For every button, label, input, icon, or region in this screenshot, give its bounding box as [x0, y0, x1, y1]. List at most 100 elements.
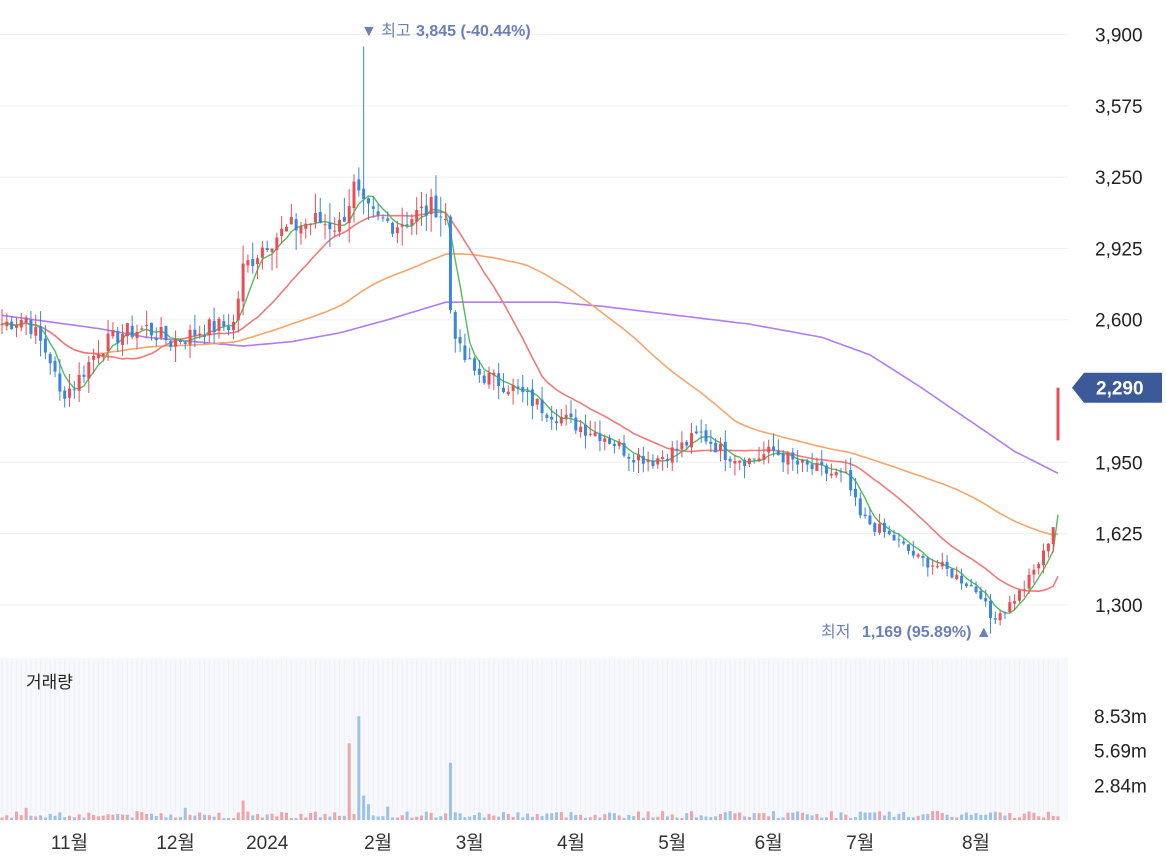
volume-bar: [14, 811, 18, 820]
candle-body: [125, 323, 129, 337]
candle-body: [395, 227, 399, 234]
candle-body: [39, 326, 43, 341]
volume-bar: [800, 812, 804, 820]
volume-bar: [796, 811, 800, 820]
candle-body: [188, 329, 192, 345]
volume-bar: [299, 813, 303, 820]
volume-bar: [825, 817, 829, 820]
volume-bar: [24, 807, 28, 820]
candle-body: [497, 373, 501, 386]
volume-bar: [699, 815, 703, 820]
candle-body: [1037, 563, 1041, 569]
candle-body: [805, 460, 809, 465]
candle-body: [400, 224, 404, 227]
candle-body: [434, 195, 438, 218]
candle-body: [636, 454, 640, 461]
volume-bar: [791, 812, 795, 820]
time-tick-label: 2월: [364, 832, 392, 854]
candle-body: [207, 319, 211, 335]
volume-bar: [468, 816, 472, 820]
candle-body: [203, 334, 207, 337]
candle-body: [260, 247, 264, 258]
candle-body: [873, 523, 877, 532]
volume-bar: [121, 814, 125, 820]
volume-bar: [641, 817, 645, 820]
candle-body: [661, 457, 665, 459]
candle-body: [174, 339, 178, 347]
candle-body: [265, 247, 269, 251]
volume-bar: [1051, 815, 1055, 820]
candle-body: [424, 205, 428, 216]
volume-bar: [564, 817, 568, 820]
candle-body: [135, 331, 139, 339]
candle-body: [757, 458, 761, 462]
candle-body: [487, 372, 491, 385]
candle-body: [448, 216, 452, 310]
volume-bar: [1042, 817, 1046, 820]
volume-bar: [159, 813, 163, 820]
volume-bar: [154, 815, 158, 820]
candle-body: [998, 613, 1002, 621]
candle-body: [632, 460, 636, 463]
volume-bar: [0, 817, 4, 820]
volume-bar: [1032, 812, 1036, 820]
volume-bar: [993, 811, 997, 820]
volume-bar: [714, 816, 718, 820]
candle-body: [752, 458, 756, 460]
candle-body: [550, 416, 554, 420]
volume-bar: [868, 812, 872, 820]
volume-bar: [328, 816, 332, 820]
volume-bar: [1027, 811, 1031, 820]
volume-bar: [87, 812, 91, 820]
volume-bar: [101, 815, 105, 820]
volume-bar: [371, 815, 375, 820]
candle-body: [227, 326, 231, 331]
time-tick-label: 7월: [846, 832, 874, 854]
volume-bar: [617, 815, 621, 820]
volume-bar: [1037, 816, 1041, 820]
volume-bar: [366, 804, 370, 820]
volume-bar: [834, 818, 838, 820]
price-tick-label: 1,950: [1095, 453, 1143, 474]
volume-bar: [10, 817, 14, 820]
candle-body: [1022, 589, 1026, 592]
candle-body: [902, 541, 906, 544]
candle-body: [781, 453, 785, 463]
volume-bar: [222, 818, 226, 820]
candle-body: [96, 354, 100, 359]
candle-body: [665, 459, 669, 462]
volume-axis-labels: 8.53m 5.69m 2.84m: [1094, 707, 1147, 797]
candle-body: [516, 386, 520, 389]
volume-bar: [907, 817, 911, 820]
candle-body: [743, 459, 747, 466]
candle-body: [48, 354, 52, 364]
volume-bar: [839, 812, 843, 820]
candle-body: [709, 441, 713, 444]
candle-body: [362, 188, 366, 199]
candle-body: [699, 431, 703, 433]
candle-body: [935, 566, 939, 568]
volume-bar: [429, 812, 433, 820]
volume-bar: [338, 815, 342, 820]
candle-body: [106, 333, 110, 352]
candle-body: [656, 458, 660, 465]
candle-body: [140, 328, 144, 330]
volume-bar: [612, 813, 616, 820]
volume-bar: [627, 814, 631, 820]
candle-body: [68, 388, 72, 398]
candle-body: [1017, 590, 1021, 601]
candle-body: [376, 211, 380, 216]
volume-bar: [569, 812, 573, 820]
volume-bar: [935, 810, 939, 820]
price-tick-label: 1,625: [1095, 525, 1143, 546]
volume-bar: [1056, 816, 1060, 820]
volume-bar: [940, 813, 944, 820]
candle-body: [940, 562, 944, 567]
candle-body: [892, 534, 896, 541]
volume-bar: [776, 817, 780, 820]
candle-body: [984, 598, 988, 602]
volume-bar: [878, 811, 882, 820]
volume-bar: [747, 817, 751, 820]
current-price-tag-shape: [1072, 372, 1162, 403]
candle-body: [347, 206, 351, 223]
